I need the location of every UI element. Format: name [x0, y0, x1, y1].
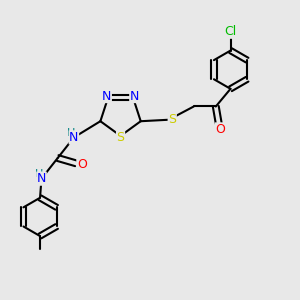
Text: N: N — [37, 172, 46, 185]
Text: O: O — [215, 123, 225, 136]
Text: N: N — [69, 131, 79, 144]
Text: S: S — [117, 131, 124, 144]
Text: S: S — [168, 113, 176, 126]
Text: N: N — [130, 89, 139, 103]
Text: Cl: Cl — [224, 25, 237, 38]
Text: O: O — [77, 158, 87, 171]
Text: N: N — [102, 89, 111, 103]
Text: H: H — [68, 128, 76, 138]
Text: H: H — [35, 169, 43, 179]
